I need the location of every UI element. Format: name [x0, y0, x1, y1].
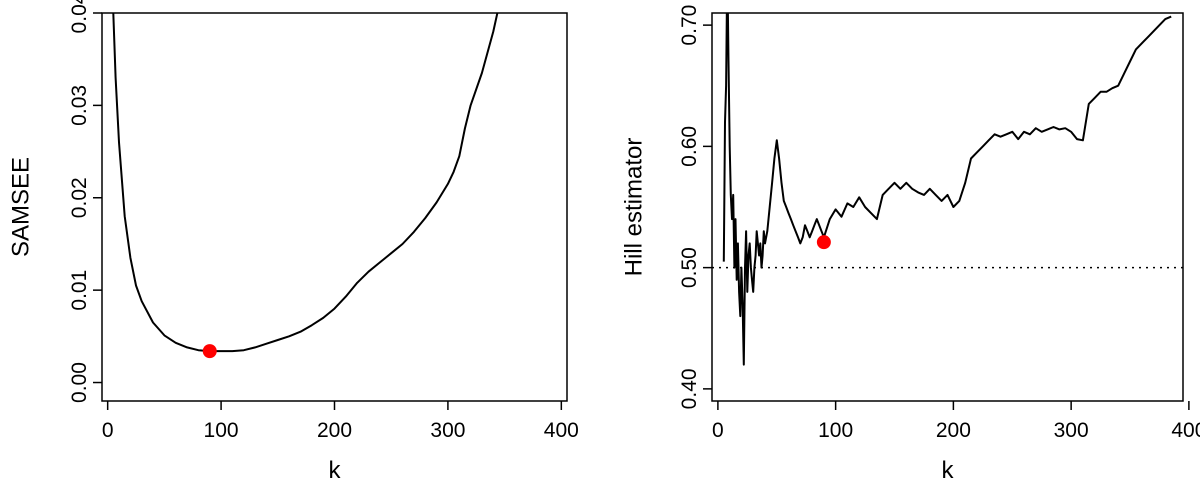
y-tick-label: 0.02	[68, 177, 91, 218]
x-tick-label: 200	[936, 419, 971, 442]
optimal-k-point	[202, 344, 217, 359]
y-tick-label: 0.50	[678, 247, 701, 288]
plot-frame	[101, 12, 568, 402]
x-tick-label: 0	[712, 419, 724, 442]
series-line	[112, 13, 499, 353]
x-axis-label: k	[329, 457, 342, 484]
y-axis-label: Hill estimator	[620, 138, 647, 277]
x-tick-label: 400	[544, 419, 579, 442]
y-tick-label: 0.60	[678, 126, 701, 167]
x-tick-label: 0	[102, 419, 114, 442]
y-tick-label: 0.04	[68, 0, 91, 33]
y-tick-label: 0.70	[678, 5, 701, 46]
y-tick-label: 0.01	[68, 270, 91, 311]
samsee-panel: 0 100 200 300 400 0.00 0.01 0.02 0.03 0.04 k SAMSEE	[7, 0, 579, 484]
x-tick-label: 400	[1171, 419, 1200, 442]
y-axis-label: SAMSEE	[7, 157, 34, 257]
y-tick-label: 0.40	[678, 368, 701, 409]
y-tick-label: 0.00	[68, 362, 91, 403]
hill-estimator-panel: 0 100 200 300 400 0.40 0.50 0.60 0.70 k Hill estim…	[620, 5, 1200, 484]
x-tick-label: 100	[818, 419, 853, 442]
x-axis-label: k	[942, 457, 955, 484]
series-line	[722, 13, 1172, 366]
optimal-k-point	[816, 235, 831, 250]
plot-frame	[711, 12, 1184, 402]
x-tick-label: 100	[204, 419, 239, 442]
x-tick-label: 200	[317, 419, 352, 442]
x-tick-label: 300	[1054, 419, 1089, 442]
x-tick-label: 300	[430, 419, 465, 442]
y-tick-label: 0.03	[68, 85, 91, 126]
